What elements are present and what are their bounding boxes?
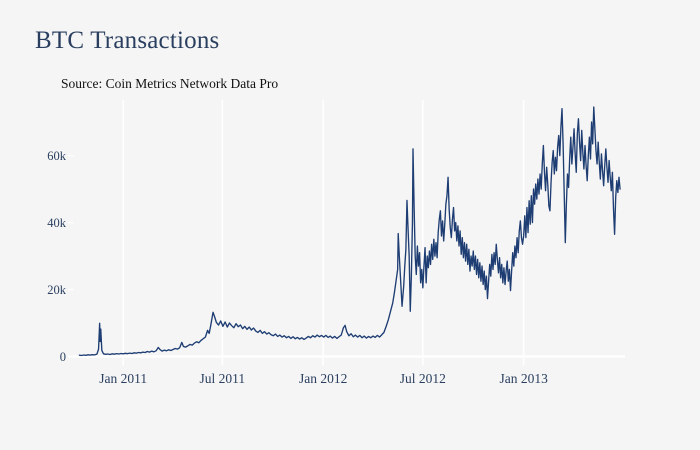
x-tick-label: Jul 2011 (200, 371, 246, 386)
series-line (78, 106, 621, 357)
x-tick-label: Jan 2012 (299, 371, 347, 386)
x-tick-label: Jul 2012 (400, 371, 446, 386)
y-tick-label: 0 (60, 350, 66, 364)
x-tick-label: Jan 2011 (99, 371, 147, 386)
x-tick-label: Jan 2013 (499, 371, 548, 386)
y-tick-label: 40k (47, 216, 67, 230)
y-tick-label: 60k (47, 149, 67, 163)
chart-title: BTC Transactions (35, 27, 220, 54)
y-tick-label: 20k (47, 283, 67, 297)
chart-source-note: Source: Coin Metrics Network Data Pro (61, 76, 279, 91)
